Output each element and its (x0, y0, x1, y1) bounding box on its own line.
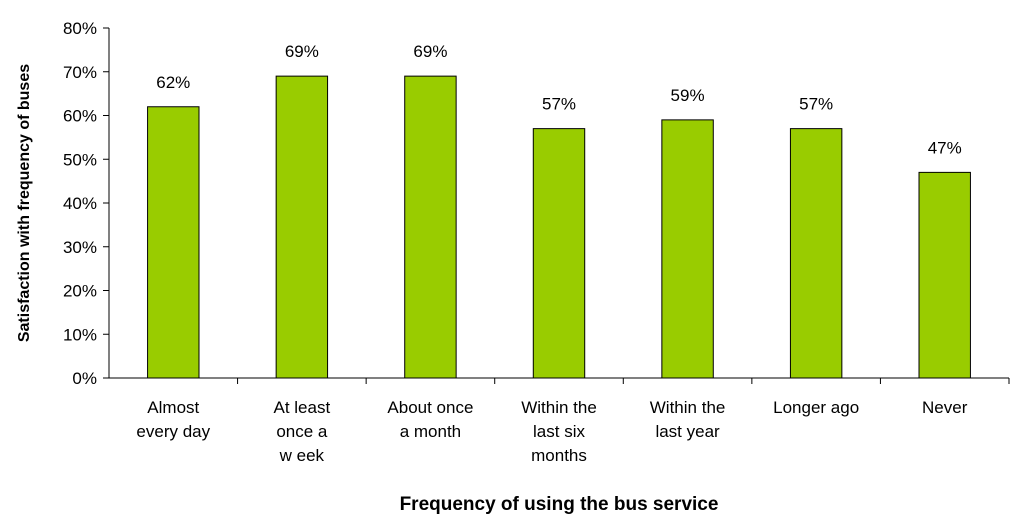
category-label: Within the last six months (521, 398, 597, 465)
bars (147, 75, 971, 379)
category-label: Never (922, 398, 968, 417)
category-label: About once a month (387, 398, 473, 441)
y-axis-ticks: 0% 10% 20% 30% 40% 50% 60% 70% 80% (63, 19, 109, 388)
y-tick-label: 80% (63, 19, 97, 38)
x-axis-title: Frequency of using the bus service (400, 494, 719, 515)
data-label: 69% (413, 42, 447, 61)
y-tick-label: 0% (72, 369, 97, 388)
data-label: 57% (799, 95, 833, 114)
data-label: 62% (156, 73, 190, 92)
y-tick-label: 70% (63, 63, 97, 82)
y-tick-label: 10% (63, 325, 97, 344)
data-labels: 62% 69% 69% 57% 59% 57% 47% (156, 42, 961, 157)
data-label: 59% (671, 86, 705, 105)
category-label: Longer ago (773, 398, 859, 417)
bar (404, 75, 457, 379)
data-label: 69% (285, 42, 319, 61)
bar (532, 128, 586, 379)
data-label: 57% (542, 95, 576, 114)
bar (789, 128, 843, 379)
category-label: Almost every day (136, 398, 210, 441)
y-tick-label: 30% (63, 238, 97, 257)
x-axis-ticks (237, 378, 1010, 384)
category-label: Within the last year (650, 398, 726, 441)
bar (147, 106, 200, 379)
y-tick-label: 60% (63, 107, 97, 126)
y-axis-title: Satisfaction with frequency of buses (16, 64, 33, 342)
bar (275, 75, 329, 379)
y-tick-label: 40% (63, 194, 97, 213)
y-tick-label: 50% (63, 150, 97, 169)
y-tick-label: 20% (63, 282, 97, 301)
bar (918, 171, 971, 379)
data-label: 47% (928, 138, 962, 157)
bar (661, 119, 714, 379)
